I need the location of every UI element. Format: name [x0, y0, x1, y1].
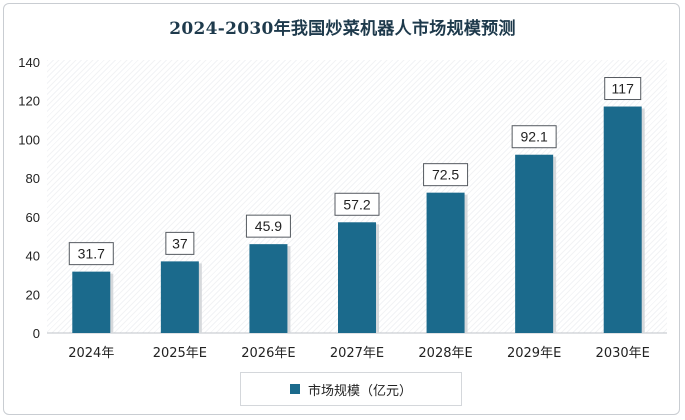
x-tick-label: 2024年	[68, 346, 114, 361]
data-label: 31.7	[78, 246, 105, 262]
data-label: 92.1	[521, 129, 548, 145]
data-label: 57.2	[343, 196, 370, 212]
x-tick-label: 2027年E	[330, 346, 384, 361]
y-tick-label: 40	[26, 249, 40, 264]
bar	[249, 244, 288, 333]
data-label-box	[423, 163, 469, 187]
bar	[426, 192, 465, 333]
data-label: 45.9	[255, 218, 282, 234]
data-label-box	[334, 192, 380, 216]
y-tick-label: 20	[26, 287, 40, 302]
y-tick-label: 140	[18, 55, 40, 70]
data-label-box	[165, 231, 195, 255]
data-label: 117	[612, 81, 635, 97]
bar	[515, 154, 554, 333]
y-tick-label: 60	[26, 210, 40, 225]
x-tick-label: 2030年E	[596, 346, 650, 361]
y-tick-label: 0	[33, 326, 40, 341]
y-axis: 0 20 40 60 80 100 120 140	[18, 55, 40, 341]
data-label-box	[604, 77, 642, 101]
x-tick-label: 2029年E	[507, 346, 561, 361]
x-tick-label: 2028年E	[418, 346, 472, 361]
data-label: 72.5	[432, 167, 459, 183]
bar	[338, 222, 376, 333]
data-label-box	[68, 242, 114, 266]
chart-title: 2024-2030年我国炒菜机器人市场规模预测	[169, 19, 516, 39]
legend-label: 市场规模（亿元）	[307, 383, 412, 399]
x-tick-label: 2025年E	[153, 346, 207, 361]
y-tick-label: 120	[18, 94, 40, 109]
data-label-box	[245, 214, 291, 238]
data-labels: 31.7 37 45.9 57.2 72.5 92.1 117	[68, 77, 642, 266]
legend: 市场规模（亿元）	[240, 372, 462, 406]
legend-swatch	[289, 384, 300, 394]
data-label-box	[511, 125, 557, 149]
x-tick-label: 2026年E	[241, 346, 295, 361]
y-tick-label: 100	[18, 132, 40, 147]
data-label: 37	[172, 235, 188, 251]
bars	[72, 106, 645, 334]
y-tick-label: 80	[26, 171, 40, 186]
x-axis: 2024年 2025年E 2026年E 2027年E 2028年E 2029年E 2030年…	[47, 332, 667, 361]
bar	[160, 261, 199, 333]
bar	[72, 271, 111, 333]
bar	[603, 106, 642, 334]
